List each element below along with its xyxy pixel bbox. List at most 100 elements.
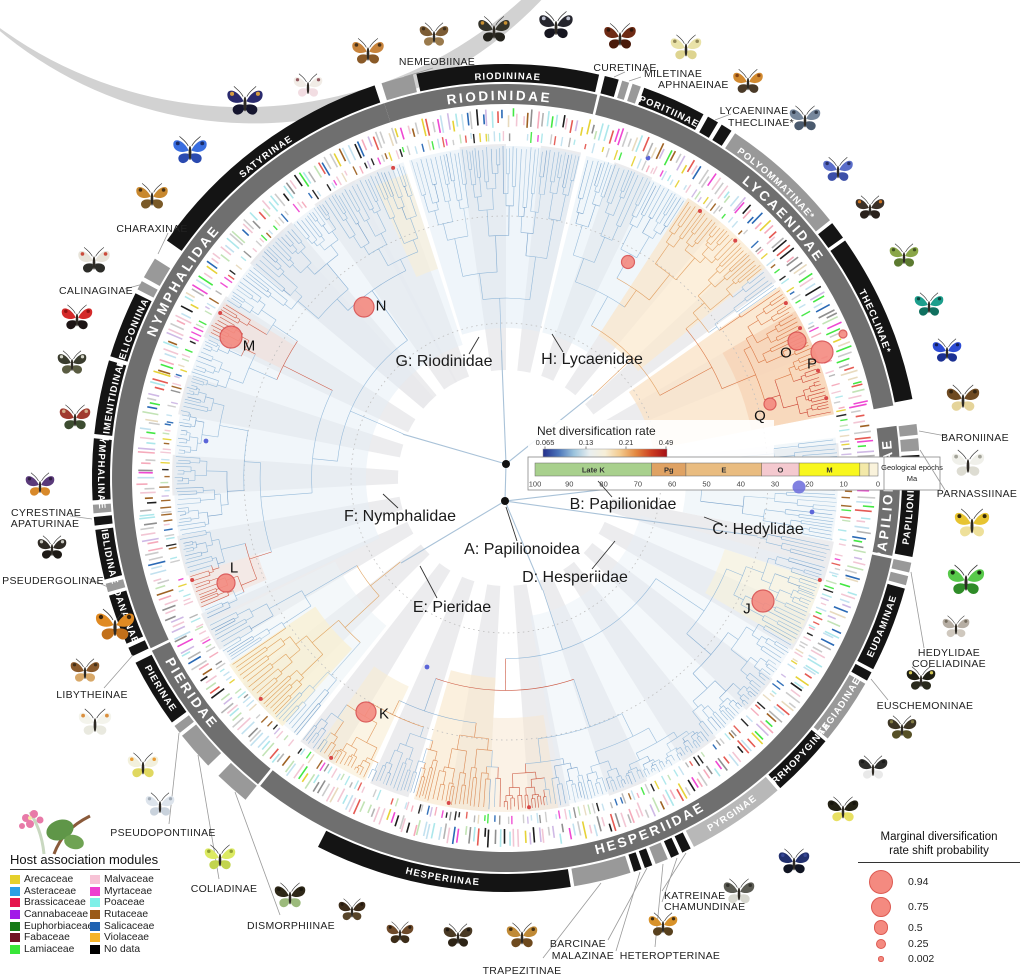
butterfly-illustration bbox=[942, 615, 970, 638]
butterfly-illustration bbox=[478, 16, 510, 42]
butterfly-illustration bbox=[78, 247, 110, 273]
geo-axis-tick: 0 bbox=[876, 480, 880, 489]
butterfly-illustration bbox=[338, 898, 366, 921]
ring-label: RIODINIDAE bbox=[446, 88, 553, 108]
butterfly-illustration bbox=[204, 844, 236, 870]
rate-shift-circle bbox=[620, 254, 636, 270]
diversification-tint-wedge bbox=[598, 197, 766, 371]
shift-legend-item: 0.94 bbox=[858, 869, 1020, 896]
shift-legend-circle bbox=[869, 870, 893, 895]
butterfly-illustration bbox=[906, 666, 936, 690]
host-legend-swatch bbox=[10, 944, 20, 954]
host-legend-swatch bbox=[90, 875, 100, 885]
clade-shading-wedge bbox=[370, 576, 475, 798]
host-legend-item: Asteraceae bbox=[10, 886, 90, 898]
butterfly-illustration bbox=[670, 34, 702, 60]
label-leader-line bbox=[124, 283, 144, 290]
host-legend-column: Arecaceae Asteraceae Brassicaceae Cannabace… bbox=[10, 874, 93, 955]
subfamily-ring-charaxinae bbox=[143, 258, 171, 286]
subfamily-ring-coeliadinae bbox=[888, 571, 909, 586]
family-ring-riodinidae bbox=[384, 83, 598, 123]
clade-shading-wedge bbox=[300, 563, 451, 765]
shift-legend-value: 0.94 bbox=[908, 876, 929, 889]
subfamily-ring-riodininae bbox=[416, 63, 600, 93]
rate-legend-tick: 0.13 bbox=[579, 438, 594, 447]
rate-shift-tip-dot bbox=[218, 311, 223, 315]
geo-axis-tick: 70 bbox=[634, 480, 642, 489]
rate-legend-tick: 0.21 bbox=[619, 438, 634, 447]
subfamily-ring-satyrinae bbox=[166, 85, 381, 251]
clade-shading-wedge bbox=[563, 561, 717, 762]
node-marker-dot bbox=[424, 664, 430, 670]
geo-axis-tick: 80 bbox=[599, 480, 607, 489]
subfamily-ring-theclinae* bbox=[830, 240, 913, 403]
host-legend-swatch bbox=[90, 944, 100, 954]
rate-legend-title: Net diversification rate bbox=[537, 424, 656, 438]
butterfly-illustration bbox=[59, 404, 91, 430]
subfamily-ring-curetinae bbox=[600, 76, 619, 97]
shift-legend-item: 0.002 bbox=[858, 951, 1020, 966]
label-leader-line bbox=[870, 678, 889, 701]
butterfly-illustration bbox=[858, 755, 888, 779]
shift-legend-items: 0.94 0.75 0.5 0.25 0.002 bbox=[858, 869, 1020, 967]
subfamily-ring-coliadinae bbox=[182, 724, 222, 766]
diversification-tint-wedge bbox=[413, 670, 496, 812]
butterfly-illustration bbox=[78, 708, 112, 735]
butterfly-illustration bbox=[947, 564, 985, 594]
host-legend-item: Myrtaceae bbox=[90, 886, 154, 898]
rate-shift-tip-dot bbox=[258, 696, 263, 701]
butterfly-illustration bbox=[37, 535, 67, 559]
shift-legend-title-line1: Marginal diversification bbox=[880, 831, 998, 843]
host-legend-label: Violaceae bbox=[104, 932, 150, 944]
clade-leader-line bbox=[597, 480, 613, 498]
butterfly-illustration bbox=[419, 22, 449, 46]
diversification-tint-wedge bbox=[488, 715, 559, 812]
subfamily-ring-heliconiinae bbox=[110, 293, 152, 362]
butterfly-illustration bbox=[823, 157, 853, 181]
host-legend-swatch bbox=[10, 886, 20, 896]
label-leader-line bbox=[918, 430, 947, 437]
host-legend-label: Myrtaceae bbox=[104, 885, 153, 897]
shift-legend-item: 0.5 bbox=[858, 919, 1020, 937]
host-legend-swatch bbox=[10, 875, 20, 885]
host-legend-item: Euphorbiaceae bbox=[10, 920, 93, 932]
butterfly-illustration bbox=[127, 752, 159, 778]
host-legend-swatch bbox=[10, 921, 20, 931]
epoch-segment bbox=[859, 462, 870, 477]
rate-shift-tip-dot bbox=[798, 326, 803, 331]
subfamily-ring-tagiadinae bbox=[813, 674, 866, 739]
clade-shading-wedge bbox=[539, 575, 648, 796]
label-leader-line bbox=[628, 76, 642, 82]
host-legend-swatch bbox=[90, 921, 100, 931]
shift-legend-item: 0.25 bbox=[858, 936, 1020, 951]
subfamily-ring-pseudergolinae bbox=[105, 579, 126, 593]
subfamily-ring-pseudopontiinae bbox=[174, 715, 194, 733]
butterfly-illustration bbox=[227, 86, 263, 115]
geo-legend-title: Geological epochs bbox=[881, 463, 943, 472]
clade-leader-line bbox=[703, 516, 723, 525]
host-association-barcode-ring bbox=[136, 108, 876, 848]
host-legend-item: Fabaceae bbox=[10, 932, 90, 944]
clade-shading-wedge bbox=[608, 498, 834, 582]
subfamily-ring-trapezitinae bbox=[571, 855, 631, 887]
subfamily-ring-segment bbox=[818, 223, 843, 248]
host-legend-label: Brassicaceae bbox=[24, 897, 86, 909]
shift-legend-value: 0.25 bbox=[908, 937, 929, 950]
host-legend-label: Asteraceae bbox=[24, 885, 77, 897]
label-leader-line bbox=[168, 732, 180, 825]
butterfly-illustration bbox=[293, 73, 323, 97]
label-leader-line bbox=[84, 576, 109, 588]
shift-legend-value: 0.75 bbox=[908, 901, 929, 914]
geo-axis-tick: 20 bbox=[805, 480, 813, 489]
shift-legend-circle bbox=[873, 920, 889, 935]
butterfly-illustration bbox=[604, 23, 636, 49]
host-legend-item: Arecaceae bbox=[10, 874, 90, 886]
rate-shift-tip-dot bbox=[733, 238, 738, 243]
host-legend-column: Malvaceae Myrtaceae Poaceae Rutaceae Salicac… bbox=[90, 874, 154, 955]
shift-legend-circle bbox=[871, 897, 891, 918]
rate-shift-circle-n bbox=[353, 296, 375, 318]
subfamily-ring-heteropterinae bbox=[649, 842, 668, 864]
rate-shift-tip-dot bbox=[697, 209, 702, 214]
subfamily-ring-lycaeninae bbox=[699, 116, 718, 138]
